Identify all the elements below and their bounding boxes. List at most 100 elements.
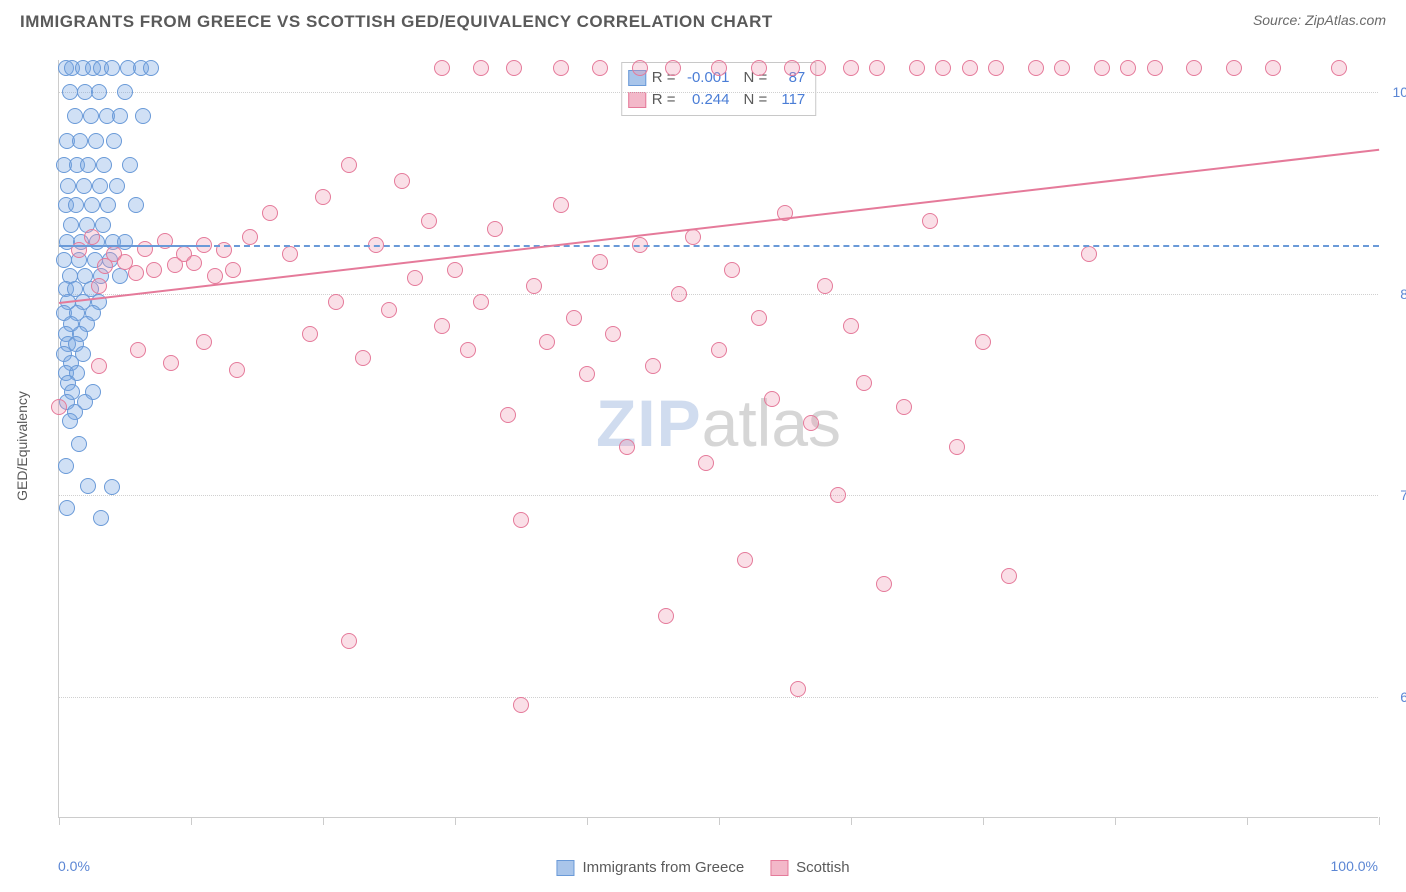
- data-point: [665, 60, 681, 76]
- data-point: [658, 608, 674, 624]
- x-tick: [323, 817, 324, 825]
- data-point: [207, 268, 223, 284]
- data-point: [137, 241, 153, 257]
- legend-item: Immigrants from Greece: [556, 859, 744, 876]
- data-point: [751, 60, 767, 76]
- data-point: [83, 108, 99, 124]
- data-point: [988, 60, 1004, 76]
- data-point: [112, 108, 128, 124]
- data-point: [262, 205, 278, 221]
- legend-label: Immigrants from Greece: [582, 859, 744, 876]
- data-point: [1081, 246, 1097, 262]
- data-point: [128, 197, 144, 213]
- data-point: [764, 391, 780, 407]
- data-point: [80, 157, 96, 173]
- data-point: [394, 173, 410, 189]
- trend-line: [204, 245, 1379, 247]
- data-point: [315, 189, 331, 205]
- data-point: [282, 246, 298, 262]
- data-point: [91, 358, 107, 374]
- data-point: [59, 500, 75, 516]
- data-point: [135, 108, 151, 124]
- data-point: [407, 270, 423, 286]
- data-point: [876, 576, 892, 592]
- data-point: [143, 60, 159, 76]
- data-point: [526, 278, 542, 294]
- data-point: [962, 60, 978, 76]
- x-tick: [1247, 817, 1248, 825]
- data-point: [117, 84, 133, 100]
- data-point: [1186, 60, 1202, 76]
- data-point: [196, 334, 212, 350]
- data-point: [76, 178, 92, 194]
- data-point: [328, 294, 344, 310]
- data-point: [460, 342, 476, 358]
- data-point: [91, 278, 107, 294]
- data-point: [88, 133, 104, 149]
- data-point: [896, 399, 912, 415]
- data-point: [84, 229, 100, 245]
- y-axis-title: GED/Equivalency: [14, 391, 30, 501]
- data-point: [830, 487, 846, 503]
- data-point: [341, 157, 357, 173]
- source-label: Source: ZipAtlas.com: [1253, 12, 1386, 28]
- series-legend: Immigrants from Greece Scottish: [556, 859, 849, 876]
- legend-label: Scottish: [796, 859, 849, 876]
- data-point: [1054, 60, 1070, 76]
- data-point: [922, 213, 938, 229]
- data-point: [381, 302, 397, 318]
- data-point: [62, 413, 78, 429]
- data-point: [685, 229, 701, 245]
- data-point: [1331, 60, 1347, 76]
- x-tick: [455, 817, 456, 825]
- data-point: [1265, 60, 1281, 76]
- data-point: [843, 318, 859, 334]
- data-point: [434, 318, 450, 334]
- data-point: [935, 60, 951, 76]
- data-point: [711, 342, 727, 358]
- legend-swatch: [556, 860, 574, 876]
- data-point: [506, 60, 522, 76]
- data-point: [909, 60, 925, 76]
- data-point: [810, 60, 826, 76]
- x-tick: [719, 817, 720, 825]
- data-point: [72, 133, 88, 149]
- data-point: [751, 310, 767, 326]
- data-point: [58, 458, 74, 474]
- data-point: [104, 479, 120, 495]
- data-point: [71, 436, 87, 452]
- gridline: [59, 495, 1378, 496]
- data-point: [790, 681, 806, 697]
- data-point: [539, 334, 555, 350]
- data-point: [62, 84, 78, 100]
- data-point: [130, 342, 146, 358]
- data-point: [473, 294, 489, 310]
- x-tick: [59, 817, 60, 825]
- trend-line: [59, 149, 1379, 304]
- data-point: [1226, 60, 1242, 76]
- data-point: [1001, 568, 1017, 584]
- gridline: [59, 294, 1378, 295]
- data-point: [1028, 60, 1044, 76]
- data-point: [68, 197, 84, 213]
- data-point: [500, 407, 516, 423]
- data-point: [553, 197, 569, 213]
- legend-item: Scottish: [770, 859, 849, 876]
- data-point: [225, 262, 241, 278]
- data-point: [80, 478, 96, 494]
- data-point: [96, 157, 112, 173]
- data-point: [975, 334, 991, 350]
- data-point: [473, 60, 489, 76]
- data-point: [724, 262, 740, 278]
- data-point: [341, 633, 357, 649]
- data-point: [60, 178, 76, 194]
- data-point: [100, 197, 116, 213]
- data-point: [434, 60, 450, 76]
- data-point: [632, 60, 648, 76]
- x-axis-min-label: 0.0%: [58, 858, 90, 874]
- data-point: [843, 60, 859, 76]
- y-tick-label: 62.5%: [1384, 689, 1406, 705]
- data-point: [817, 278, 833, 294]
- data-point: [671, 286, 687, 302]
- data-point: [421, 213, 437, 229]
